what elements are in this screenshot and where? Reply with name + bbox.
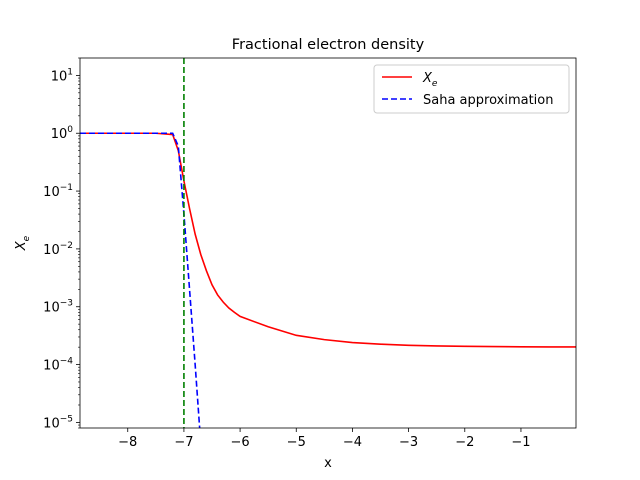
x-tick-label: −8 <box>118 435 137 450</box>
y-tick-label: 101 <box>51 67 73 84</box>
x-axis-label: x <box>324 456 332 471</box>
chart-title: Fractional electron density <box>232 37 425 53</box>
y-tick-label: 10−4 <box>43 357 73 374</box>
legend-label: Xe <box>422 71 438 89</box>
y-tick-label: 10−3 <box>43 299 73 316</box>
x-tick-label: −3 <box>399 435 418 450</box>
plot-lines <box>80 58 576 428</box>
legend-box <box>373 64 570 114</box>
legend-label: Saha approximation <box>423 93 553 108</box>
y-tick-label: 10−5 <box>43 414 73 431</box>
x-tick-label: −7 <box>174 435 193 450</box>
y-tick-label: 10−1 <box>43 183 73 200</box>
x-axis: −8 −7 −6 −5 −4 −3 −2 −1 <box>118 428 531 450</box>
x-tick-label: −2 <box>455 435 474 450</box>
y-tick-label: 100 <box>51 125 74 142</box>
x-tick-label: −6 <box>231 435 250 450</box>
x-tick-label: −5 <box>287 435 306 450</box>
series-line <box>80 132 576 348</box>
x-tick-label: −4 <box>343 435 362 450</box>
y-axis: 101 100 10−1 10−2 10−3 10−4 10−5 <box>43 57 80 431</box>
x-tick-label: −1 <box>511 435 530 450</box>
y-tick-label: 10−2 <box>43 241 73 258</box>
plot-frame <box>79 57 577 429</box>
series-line <box>80 132 201 428</box>
legend: Xe Saha approximation <box>373 64 570 114</box>
